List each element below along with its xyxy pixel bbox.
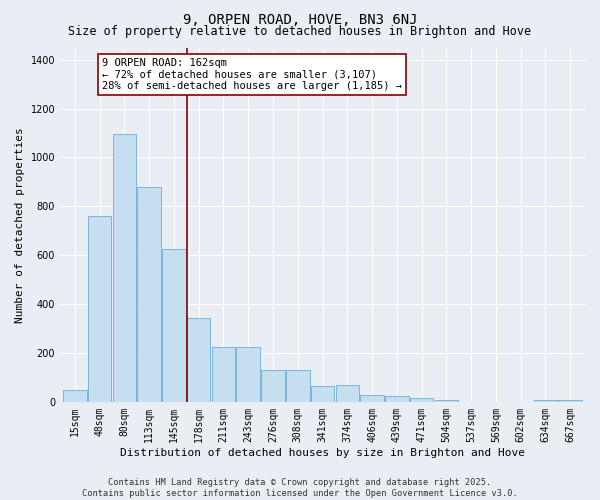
Bar [311, 386, 334, 402]
Bar [236, 347, 260, 402]
Bar [335, 385, 359, 402]
Bar [212, 347, 235, 402]
Bar [187, 318, 211, 402]
Text: 9 ORPEN ROAD: 162sqm
← 72% of detached houses are smaller (3,107)
28% of semi-de: 9 ORPEN ROAD: 162sqm ← 72% of detached h… [102, 58, 402, 92]
Text: Size of property relative to detached houses in Brighton and Hove: Size of property relative to detached ho… [68, 25, 532, 38]
Bar [286, 370, 310, 402]
Bar [533, 400, 557, 402]
Bar [162, 249, 186, 402]
Bar [434, 400, 458, 402]
X-axis label: Distribution of detached houses by size in Brighton and Hove: Distribution of detached houses by size … [120, 448, 525, 458]
Bar [88, 216, 112, 402]
Bar [360, 395, 384, 402]
Bar [113, 134, 136, 402]
Text: 9, ORPEN ROAD, HOVE, BN3 6NJ: 9, ORPEN ROAD, HOVE, BN3 6NJ [183, 12, 417, 26]
Bar [385, 396, 409, 402]
Y-axis label: Number of detached properties: Number of detached properties [15, 127, 25, 322]
Bar [559, 400, 582, 402]
Text: Contains HM Land Registry data © Crown copyright and database right 2025.
Contai: Contains HM Land Registry data © Crown c… [82, 478, 518, 498]
Bar [410, 398, 433, 402]
Bar [137, 187, 161, 402]
Bar [261, 370, 285, 402]
Bar [63, 390, 86, 402]
